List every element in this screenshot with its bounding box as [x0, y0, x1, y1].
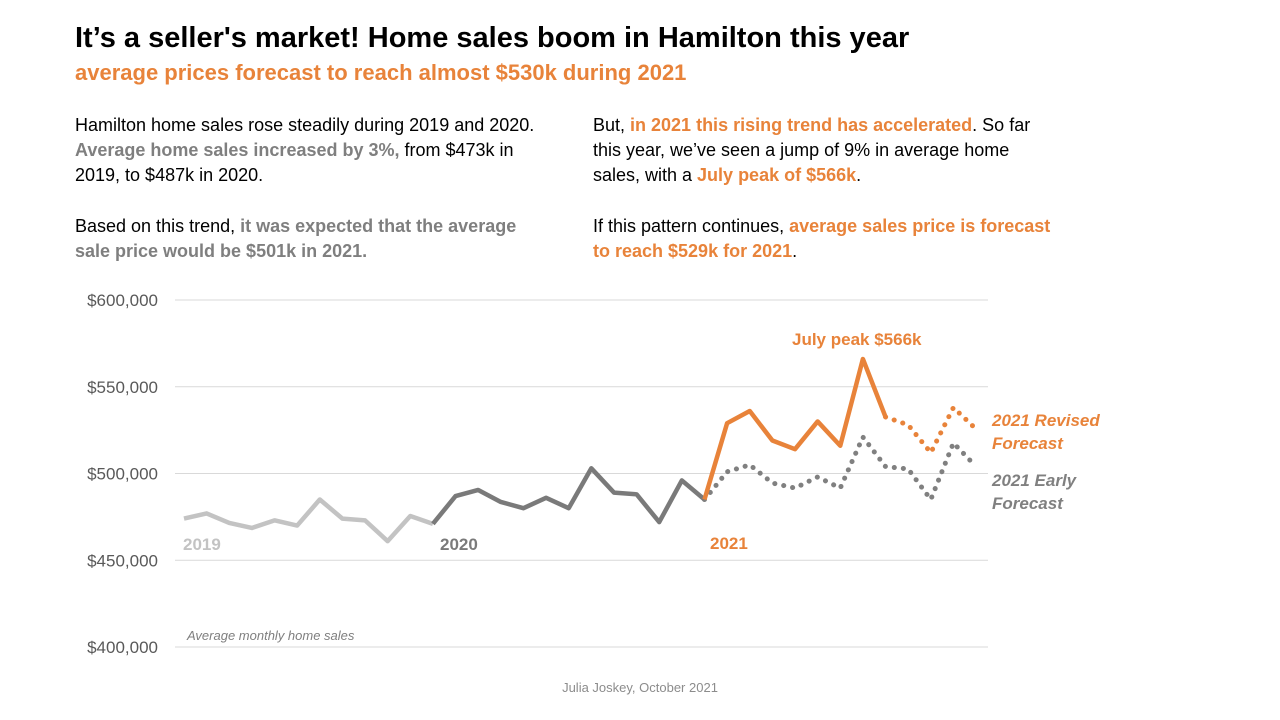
year-label-2021: 2021 [710, 534, 748, 553]
highlight-grey: it was expected that the average sale pr… [75, 216, 517, 261]
series-lines [183, 356, 979, 544]
text-segment: . So far this year, we’ve seen a jump of… [593, 115, 1031, 185]
highlight-orange: July peak of $566k [697, 165, 857, 185]
text-segment: from $473k in 2019, to $487k in 2020. [75, 140, 514, 185]
y-tick-label: $500,000 [87, 465, 158, 484]
legend-revised-line1: 2021 Revised [991, 411, 1100, 430]
chart-note: Average monthly home sales [186, 628, 355, 643]
y-tick-label: $550,000 [87, 378, 158, 397]
gridlines [175, 299, 988, 648]
highlight-orange: in 2021 this rising trend has accelerate… [630, 115, 973, 135]
legend-early-line1: 2021 Early [991, 471, 1078, 490]
y-tick-label: $400,000 [87, 638, 158, 657]
paragraph-expected: Based on this trend, it was expected tha… [75, 214, 535, 264]
paragraph-forecast: If this pattern continues, average sales… [593, 214, 1053, 264]
y-tick-label: $600,000 [87, 291, 158, 310]
highlight-grey: Average home sales increased by 3%, [75, 140, 400, 160]
paragraph-2019-2020: Hamilton home sales rose steadily during… [75, 113, 535, 188]
series-line-y2019 [183, 497, 434, 544]
legend-early-forecast: 2021 Early Forecast [991, 471, 1078, 513]
paragraph-2021: But, in 2021 this rising trend has accel… [593, 113, 1053, 188]
series-line-y2021 [702, 356, 888, 501]
highlight-orange: average sales price is forecast to reach… [593, 216, 1051, 261]
annotation-july-peak: July peak $566k [792, 330, 922, 349]
series-line-revised [883, 405, 979, 456]
legend-revised-line2: Forecast [992, 434, 1064, 453]
series-line-y2020 [431, 466, 706, 526]
year-label-2020: 2020 [440, 535, 478, 554]
text-segment: . [792, 241, 798, 261]
text-segment: Hamilton home sales rose steadily during… [75, 115, 535, 135]
legend-revised-forecast: 2021 Revised Forecast [991, 411, 1100, 453]
legend-early-line2: Forecast [992, 494, 1064, 513]
year-label-2019: 2019 [183, 535, 221, 554]
y-tick-label: $450,000 [87, 551, 158, 570]
y-axis-ticks: $400,000 $450,000 $500,000 $550,000 $600,000 [87, 291, 158, 657]
chart-subtitle: average prices forecast to reach almost … [75, 60, 687, 85]
text-segment: If this pattern continues, [593, 216, 790, 236]
text-segment: Based on this trend, [75, 216, 241, 236]
footer-credit: Julia Joskey, October 2021 [562, 680, 718, 695]
text-segment: But, [593, 115, 631, 135]
chart-title: It’s a seller's market! Home sales boom … [75, 22, 910, 54]
text-segment: . [856, 165, 862, 185]
